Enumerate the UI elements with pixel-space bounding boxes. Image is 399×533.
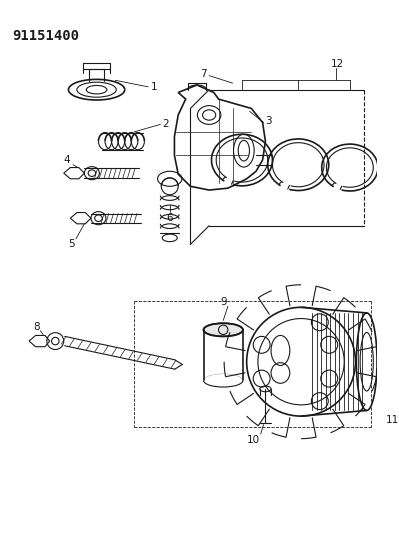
Text: 2: 2 (162, 119, 169, 130)
Text: 3: 3 (265, 116, 272, 126)
Text: 11: 11 (385, 415, 399, 425)
Text: 10: 10 (247, 434, 260, 445)
Text: 4: 4 (64, 155, 70, 165)
Text: 8: 8 (33, 322, 40, 332)
Text: 1: 1 (151, 82, 158, 92)
Text: 7: 7 (200, 69, 206, 79)
Text: 9: 9 (220, 297, 227, 306)
Text: 6: 6 (166, 213, 173, 223)
Text: 12: 12 (331, 59, 344, 69)
Text: 5: 5 (69, 239, 75, 249)
Text: 91151400: 91151400 (12, 29, 79, 43)
Ellipse shape (203, 323, 243, 336)
